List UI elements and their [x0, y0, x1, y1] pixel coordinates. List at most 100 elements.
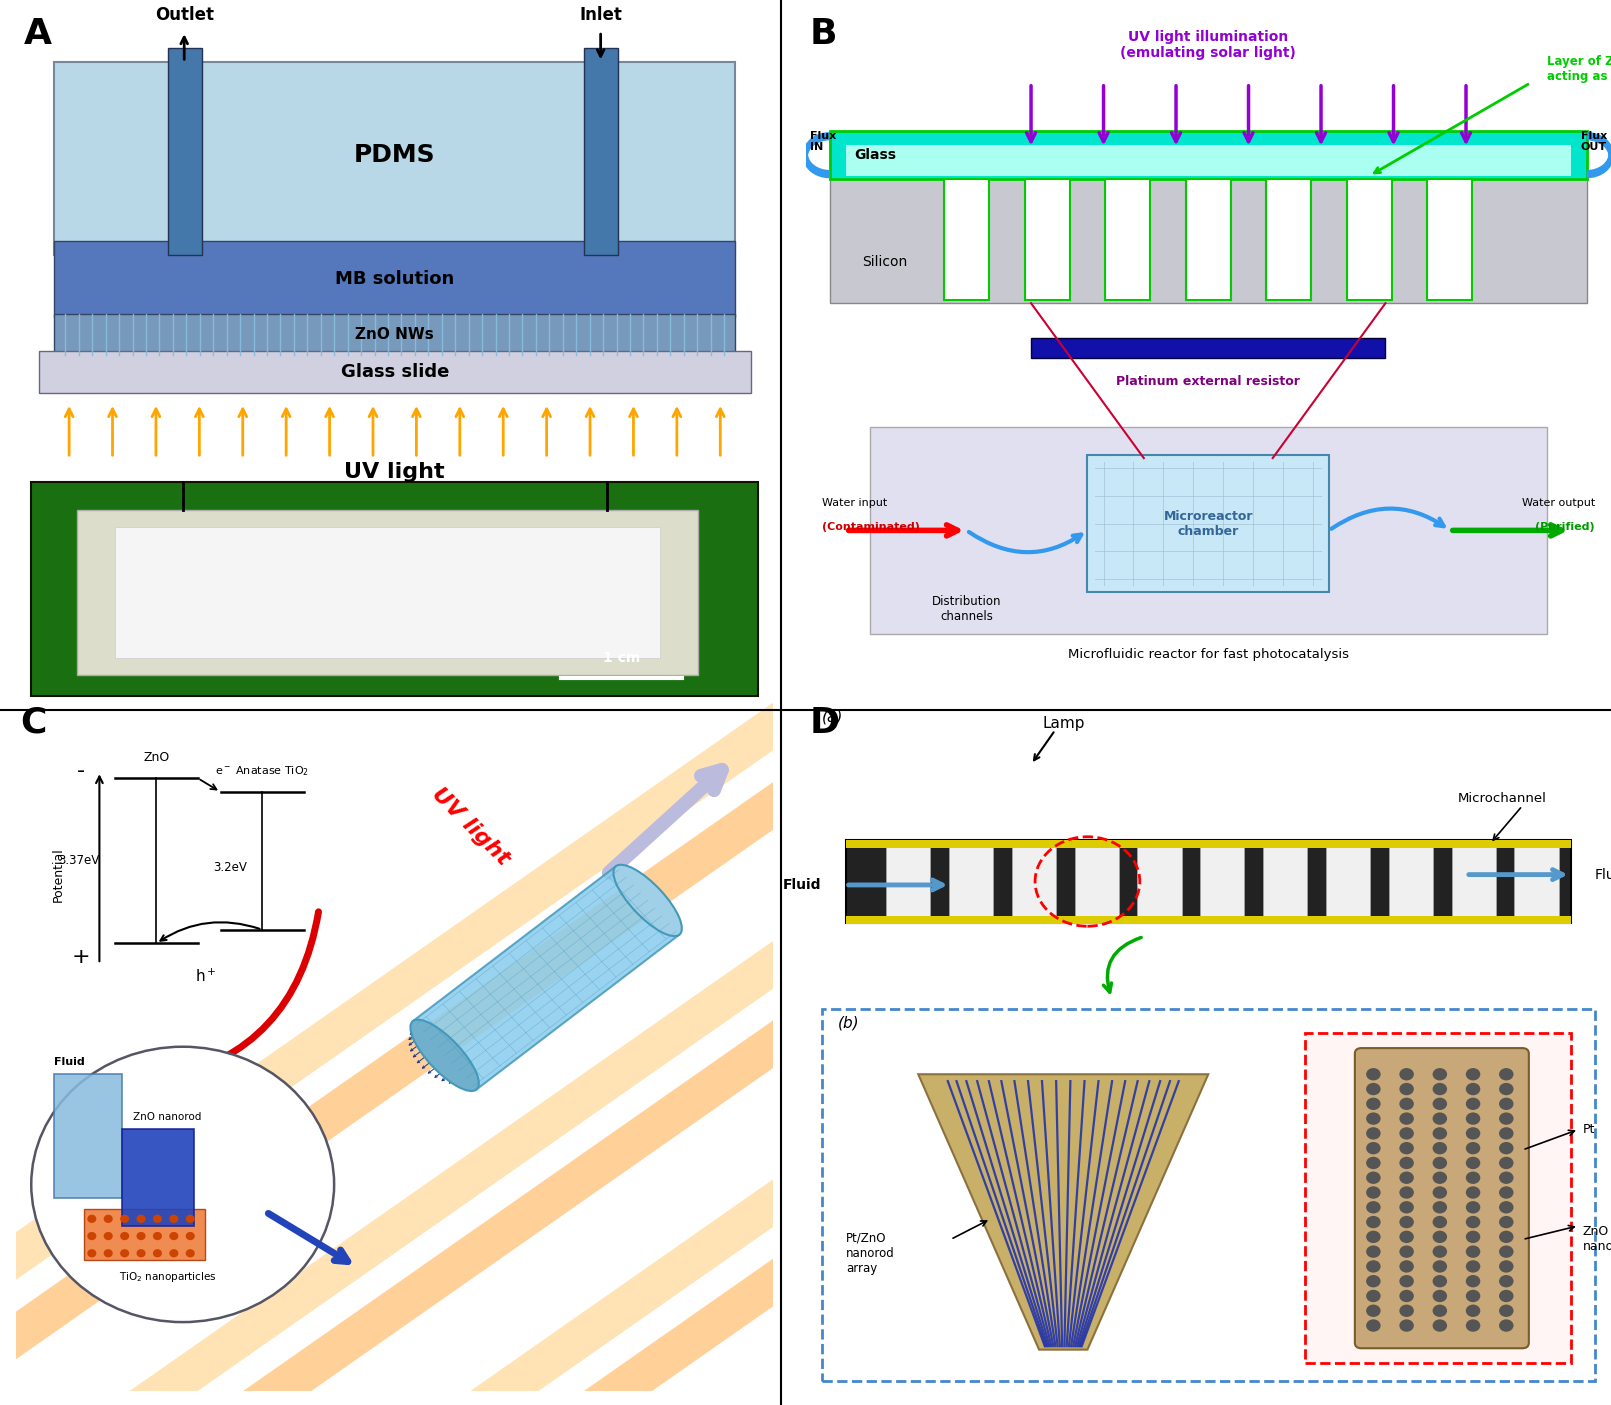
Text: ZnO nanorod: ZnO nanorod	[134, 1113, 201, 1123]
Circle shape	[1466, 1156, 1481, 1169]
Text: 3.2eV: 3.2eV	[213, 861, 246, 874]
Circle shape	[1498, 1156, 1514, 1169]
Circle shape	[1498, 1260, 1514, 1273]
Text: UV light: UV light	[427, 784, 514, 870]
FancyBboxPatch shape	[1087, 455, 1329, 593]
Circle shape	[1498, 1097, 1514, 1110]
Circle shape	[1466, 1127, 1481, 1139]
Text: A: A	[24, 17, 52, 52]
Ellipse shape	[614, 864, 681, 936]
Polygon shape	[129, 702, 1182, 1391]
Circle shape	[1432, 1319, 1447, 1332]
Circle shape	[103, 1232, 113, 1241]
Circle shape	[1432, 1290, 1447, 1302]
Circle shape	[1498, 1245, 1514, 1257]
Text: (b): (b)	[838, 1016, 859, 1031]
Polygon shape	[698, 702, 1611, 1391]
Circle shape	[1400, 1260, 1414, 1273]
Circle shape	[1498, 1231, 1514, 1243]
Circle shape	[103, 1249, 113, 1257]
Text: Microreactor
chamber: Microreactor chamber	[1163, 510, 1253, 538]
Circle shape	[137, 1232, 145, 1241]
Circle shape	[185, 1249, 195, 1257]
Circle shape	[1466, 1305, 1481, 1316]
Circle shape	[1432, 1231, 1447, 1243]
FancyBboxPatch shape	[1427, 180, 1472, 299]
Text: Silicon: Silicon	[862, 254, 907, 268]
Circle shape	[1400, 1097, 1414, 1110]
FancyBboxPatch shape	[1389, 847, 1434, 919]
Circle shape	[1400, 1201, 1414, 1214]
Circle shape	[1400, 1113, 1414, 1125]
Circle shape	[1366, 1127, 1381, 1139]
FancyBboxPatch shape	[1452, 847, 1497, 919]
FancyBboxPatch shape	[949, 847, 992, 919]
FancyBboxPatch shape	[870, 427, 1547, 634]
Text: -: -	[76, 762, 84, 781]
Circle shape	[1466, 1113, 1481, 1125]
Text: MB solution: MB solution	[335, 270, 454, 288]
Ellipse shape	[411, 1020, 478, 1092]
Polygon shape	[470, 702, 1522, 1391]
Text: Microfluidic reactor for fast photocatalysis: Microfluidic reactor for fast photocatal…	[1068, 648, 1348, 660]
FancyBboxPatch shape	[55, 1075, 122, 1198]
Text: TiO$_2$ nanoparticles: TiO$_2$ nanoparticles	[119, 1270, 216, 1284]
Circle shape	[31, 1047, 333, 1322]
Circle shape	[1400, 1068, 1414, 1080]
Text: Microchannel: Microchannel	[1458, 792, 1547, 805]
Circle shape	[87, 1215, 97, 1222]
FancyBboxPatch shape	[39, 351, 751, 392]
Circle shape	[1400, 1319, 1414, 1332]
Text: UV light illumination
(emulating solar light): UV light illumination (emulating solar l…	[1120, 30, 1297, 60]
Circle shape	[153, 1232, 163, 1241]
FancyBboxPatch shape	[77, 510, 698, 674]
Circle shape	[121, 1249, 129, 1257]
Circle shape	[1400, 1215, 1414, 1228]
Circle shape	[1432, 1186, 1447, 1198]
Circle shape	[1498, 1113, 1514, 1125]
Polygon shape	[1037, 702, 1611, 1391]
Circle shape	[1498, 1186, 1514, 1198]
Text: 3.37eV: 3.37eV	[58, 854, 100, 867]
Circle shape	[1466, 1215, 1481, 1228]
FancyBboxPatch shape	[830, 131, 1587, 180]
Text: (Purified): (Purified)	[1535, 521, 1595, 532]
Polygon shape	[583, 702, 1611, 1391]
Text: Glass: Glass	[854, 148, 896, 162]
Circle shape	[185, 1232, 195, 1241]
Circle shape	[1498, 1083, 1514, 1096]
Circle shape	[1432, 1245, 1447, 1257]
Polygon shape	[16, 702, 1068, 1391]
Circle shape	[1466, 1186, 1481, 1198]
Text: Outlet: Outlet	[155, 7, 214, 24]
Text: D: D	[810, 705, 839, 740]
FancyArrowPatch shape	[1331, 509, 1443, 528]
FancyBboxPatch shape	[55, 62, 735, 254]
Text: Platinum external resistor: Platinum external resistor	[1116, 375, 1300, 389]
Circle shape	[1498, 1319, 1514, 1332]
Circle shape	[121, 1215, 129, 1222]
Circle shape	[1366, 1231, 1381, 1243]
Circle shape	[1400, 1083, 1414, 1096]
Circle shape	[1466, 1201, 1481, 1214]
FancyBboxPatch shape	[846, 916, 1571, 924]
FancyBboxPatch shape	[55, 313, 735, 355]
Text: 1 cm: 1 cm	[603, 651, 641, 665]
Circle shape	[103, 1215, 113, 1222]
Text: Lamp: Lamp	[1042, 717, 1084, 731]
Text: Fluid: Fluid	[1595, 868, 1611, 881]
Circle shape	[1366, 1172, 1381, 1184]
Text: Distribution
channels: Distribution channels	[931, 596, 1002, 624]
FancyBboxPatch shape	[114, 527, 661, 658]
FancyBboxPatch shape	[31, 482, 759, 695]
Circle shape	[1400, 1156, 1414, 1169]
Text: ZnO: ZnO	[143, 752, 169, 764]
Text: UV light: UV light	[345, 462, 445, 482]
Circle shape	[1366, 1068, 1381, 1080]
Text: Flux
OUT: Flux OUT	[1580, 131, 1608, 152]
Circle shape	[1400, 1274, 1414, 1287]
Circle shape	[1432, 1068, 1447, 1080]
Text: PDMS: PDMS	[354, 143, 435, 167]
Text: Pt/ZnO
nanorod
array: Pt/ZnO nanorod array	[846, 1232, 894, 1274]
FancyBboxPatch shape	[1012, 847, 1057, 919]
